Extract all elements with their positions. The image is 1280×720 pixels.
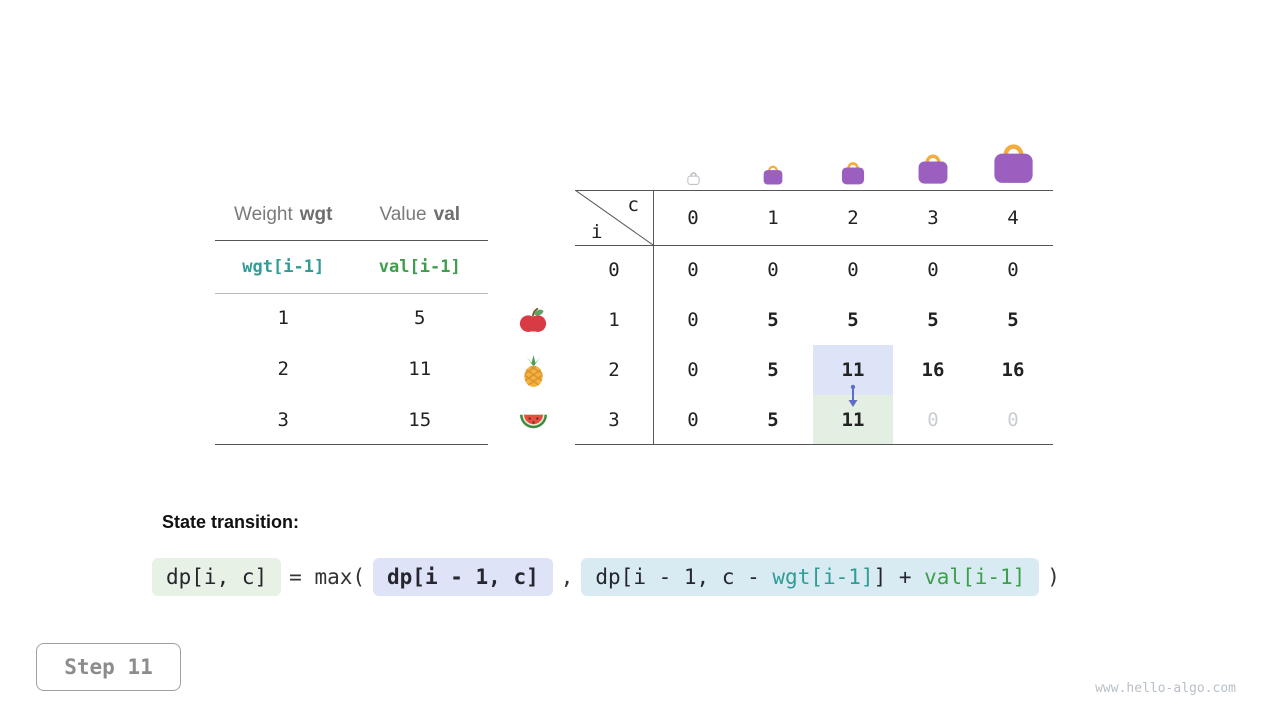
- dp-cell-2-4: 16: [1001, 359, 1025, 381]
- dp-col-header-0: 0: [687, 206, 699, 229]
- dp-cell-0-0: 0: [687, 259, 699, 281]
- dp-cell-2-2: 11: [813, 345, 893, 395]
- dp-corner-cell: c i: [575, 190, 653, 245]
- dp-row-header-divider: [653, 190, 654, 445]
- dp-cell-1-3: 5: [927, 309, 939, 331]
- dp-cell-0-1: 0: [767, 259, 779, 281]
- dp-cell-3-1: 5: [767, 409, 779, 431]
- bag-capacity-3: [893, 128, 973, 186]
- state-transition-formula: dp[i, c] = max( dp[i - 1, c] , dp[i - 1,…: [152, 558, 1068, 596]
- value-formula-cell: val[i-1]: [378, 256, 461, 277]
- formula-arg2: dp[i - 1, c - wgt[i-1]] + val[i-1]: [581, 558, 1040, 596]
- dp-cell-3-4: 0: [1007, 409, 1019, 431]
- bag-icon: [993, 144, 1033, 183]
- dp-row-header-1: 1: [608, 309, 620, 331]
- step-label: Step 11: [64, 655, 153, 679]
- watermelon-icon: [519, 414, 547, 428]
- dp-row-header-0: 0: [608, 259, 620, 281]
- bag-icon: [841, 162, 865, 185]
- formula-arg2-val: val[i-1]: [924, 565, 1026, 589]
- value-header-code: val: [433, 204, 461, 225]
- dp-cell-3-0: 0: [687, 409, 699, 431]
- formula-arg2-part2: ] +: [873, 565, 925, 589]
- items-formula-row: wgt[i-1] val[i-1]: [215, 240, 488, 293]
- formula-close: ): [1047, 565, 1060, 589]
- pineapple-icon: [523, 354, 543, 387]
- dp-top-border: [575, 190, 1053, 191]
- weight-formula-cell: wgt[i-1]: [242, 256, 325, 277]
- formula-comma: ,: [560, 565, 574, 589]
- items-row-2: 3 15: [215, 394, 488, 445]
- capacity-bags: [653, 128, 1053, 186]
- dp-cell-2-1: 5: [767, 359, 779, 381]
- dp-cell-1-1: 5: [767, 309, 779, 331]
- dp-cell-2-0: 0: [687, 359, 699, 381]
- state-transition-label: State transition:: [162, 512, 300, 532]
- bag-capacity-2: [813, 128, 893, 186]
- bag-capacity-1: [733, 128, 813, 186]
- dp-cell-3-3: 0: [927, 409, 939, 431]
- value-column-header: Value val: [352, 190, 489, 240]
- item-weight-2: 3: [277, 408, 289, 431]
- items-row-1: 2 11: [215, 344, 488, 395]
- dp-header-divider: [575, 245, 1053, 246]
- items-formula-divider: [215, 293, 488, 294]
- bag-icon: [763, 165, 783, 185]
- dp-bottom-border: [575, 444, 1053, 445]
- formula-arg2-wgt: wgt[i-1]: [772, 565, 874, 589]
- items-data-rows: 1 5 2 11 3 15: [215, 293, 488, 445]
- formula-arg1: dp[i - 1, c]: [373, 558, 553, 596]
- dp-grid: c i 0 1 2 3 4 0 0 0 0 0 0 1 0 5 5 5 5 2 0 5 11 16 16 3 0 5 11 0 0: [575, 190, 1053, 445]
- dp-cell-1-2: 5: [847, 309, 859, 331]
- items-table: Weight wgt Value val wgt[i-1] val[i-1] 1…: [215, 190, 488, 445]
- dp-cell-1-4: 5: [1007, 309, 1019, 331]
- transition-arrow-icon: [848, 384, 858, 407]
- dp-col-header-4: 4: [1007, 206, 1019, 229]
- item-value-2: 15: [408, 408, 432, 431]
- weight-column-header: Weight wgt: [215, 190, 352, 240]
- dp-col-var-label: c: [627, 194, 639, 216]
- dp-col-header-2: 2: [847, 206, 859, 229]
- bag-capacity-0: [653, 128, 733, 186]
- item-weight-1: 2: [277, 357, 289, 380]
- bag-capacity-4: [973, 128, 1053, 186]
- dp-cell-1-0: 0: [687, 309, 699, 331]
- dp-col-header-3: 3: [927, 206, 939, 229]
- bag-icon: [686, 172, 700, 185]
- dp-col-header-1: 1: [767, 206, 779, 229]
- dp-cell-2-3: 16: [921, 359, 945, 381]
- weight-header-label: Weight: [233, 204, 293, 225]
- fruit-watermelon: [517, 405, 549, 437]
- dp-cell-0-3: 0: [927, 259, 939, 281]
- fruit-apple: [517, 305, 549, 337]
- formula-op: = max(: [289, 565, 366, 589]
- item-value-0: 5: [414, 307, 426, 330]
- formula-lhs: dp[i, c]: [152, 558, 282, 596]
- items-header-row: Weight wgt Value val: [215, 190, 488, 240]
- items-header-divider: [215, 240, 488, 241]
- item-value-1: 11: [408, 357, 432, 380]
- dp-cell-0-2: 0: [847, 259, 859, 281]
- item-weight-0: 1: [277, 307, 289, 330]
- watermark: www.hello-algo.com: [1095, 681, 1236, 696]
- dp-cell-0-4: 0: [1007, 259, 1019, 281]
- dp-row-header-2: 2: [608, 359, 620, 381]
- dp-row-var-label: i: [591, 221, 603, 243]
- step-indicator: Step 11: [36, 643, 181, 691]
- items-bottom-border: [215, 444, 488, 445]
- value-header-label: Value: [379, 204, 427, 225]
- bag-icon: [918, 154, 948, 184]
- apple-icon: [519, 307, 547, 332]
- formula-arg2-part1: dp[i - 1, c -: [595, 565, 773, 589]
- diagonal-line: [575, 190, 653, 245]
- fruit-pineapple: [517, 354, 549, 387]
- dp-table: c i 0 1 2 3 4 0 0 0 0 0 0 1 0 5 5 5 5 2 0 5 11 16 16 3 0 5 11 0 0: [575, 190, 1053, 445]
- dp-row-header-3: 3: [608, 409, 620, 431]
- weight-header-code: wgt: [299, 204, 333, 225]
